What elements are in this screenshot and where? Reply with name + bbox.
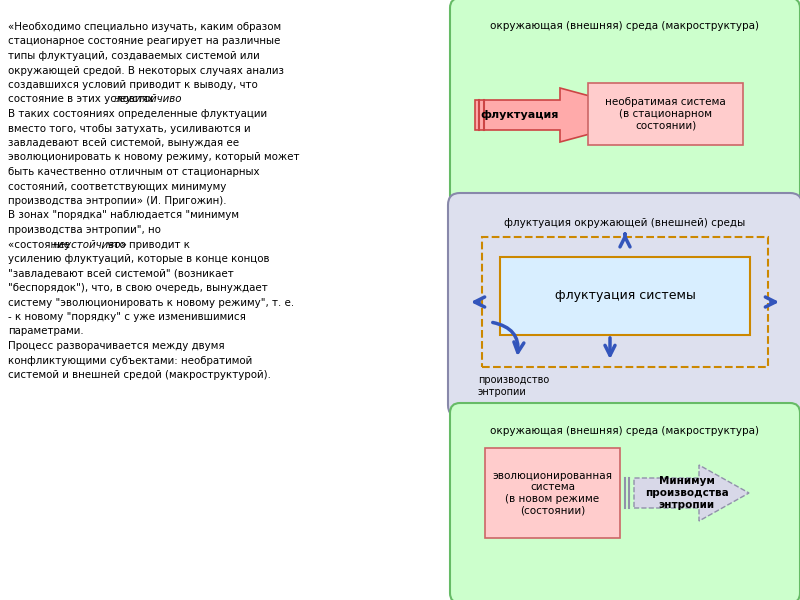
Text: флуктуация: флуктуация	[481, 110, 559, 120]
Text: флуктуация окружающей (внешней) среды: флуктуация окружающей (внешней) среды	[504, 218, 746, 228]
Text: производства энтропии", но: производства энтропии", но	[8, 225, 161, 235]
Text: систему "эволюционировать к новому режиму", т. е.: систему "эволюционировать к новому режим…	[8, 298, 294, 307]
Text: производства энтропии» (И. Пригожин).: производства энтропии» (И. Пригожин).	[8, 196, 226, 206]
Text: необратимая система
(в стационарном
состоянии): необратимая система (в стационарном сост…	[605, 97, 726, 131]
Text: неустойчиво»: неустойчиво»	[53, 239, 127, 250]
FancyBboxPatch shape	[450, 0, 800, 206]
Text: флуктуация системы: флуктуация системы	[554, 289, 695, 302]
Text: , что приводит к: , что приводит к	[101, 239, 190, 250]
Text: стационарное состояние реагирует на различные: стационарное состояние реагирует на разл…	[8, 37, 280, 46]
Text: В зонах "порядка" наблюдается "минимум: В зонах "порядка" наблюдается "минимум	[8, 211, 239, 220]
Text: «состояние: «состояние	[8, 239, 74, 250]
Text: быть качественно отличным от стационарных: быть качественно отличным от стационарны…	[8, 167, 260, 177]
Text: эволюционировать к новому режиму, который может: эволюционировать к новому режиму, которы…	[8, 152, 299, 163]
FancyBboxPatch shape	[588, 83, 743, 145]
Text: завладевают всей системой, вынуждая ее: завладевают всей системой, вынуждая ее	[8, 138, 239, 148]
Text: В таких состояниях определенные флуктуации: В таких состояниях определенные флуктуац…	[8, 109, 267, 119]
Polygon shape	[634, 465, 749, 521]
Text: .: .	[158, 94, 161, 104]
FancyBboxPatch shape	[448, 193, 800, 417]
Text: состояний, соответствующих минимуму: состояний, соответствующих минимуму	[8, 181, 226, 191]
Text: конфликтующими субъектами: необратимой: конфликтующими субъектами: необратимой	[8, 355, 252, 365]
Text: "завладевают всей системой" (возникает: "завладевают всей системой" (возникает	[8, 269, 234, 278]
Text: усилению флуктуаций, которые в конце концов: усилению флуктуаций, которые в конце кон…	[8, 254, 270, 264]
Text: "беспорядок"), что, в свою очередь, вынуждает: "беспорядок"), что, в свою очередь, выну…	[8, 283, 268, 293]
Text: состояние в этих условиях: состояние в этих условиях	[8, 94, 157, 104]
Text: окружающей средой. В некоторых случаях анализ: окружающей средой. В некоторых случаях а…	[8, 65, 284, 76]
Text: вместо того, чтобы затухать, усиливаются и: вместо того, чтобы затухать, усиливаются…	[8, 124, 250, 133]
Text: эволюционированная
система
(в новом режиме
(состоянии): эволюционированная система (в новом режи…	[493, 470, 613, 515]
Text: - к новому "порядку" с уже изменившимися: - к новому "порядку" с уже изменившимися	[8, 312, 246, 322]
FancyBboxPatch shape	[450, 403, 800, 600]
Text: создавшихся условий приводит к выводу, что: создавшихся условий приводит к выводу, ч…	[8, 80, 258, 90]
Text: «Необходимо специально изучать, каким образом: «Необходимо специально изучать, каким об…	[8, 22, 281, 32]
Text: Минимум
производства
энтропии: Минимум производства энтропии	[645, 476, 728, 509]
Text: производство
энтропии: производство энтропии	[478, 375, 550, 397]
Text: неустойчиво: неустойчиво	[114, 94, 182, 104]
Polygon shape	[475, 88, 660, 142]
Text: окружающая (внешняя) среда (макроструктура): окружающая (внешняя) среда (макрострукту…	[490, 426, 759, 436]
Text: системой и внешней средой (макроструктурой).: системой и внешней средой (макроструктур…	[8, 370, 271, 380]
FancyBboxPatch shape	[500, 257, 750, 335]
FancyBboxPatch shape	[485, 448, 620, 538]
Text: параметрами.: параметрами.	[8, 326, 84, 337]
Text: типы флуктуаций, создаваемых системой или: типы флуктуаций, создаваемых системой ил…	[8, 51, 260, 61]
Text: Процесс разворачивается между двумя: Процесс разворачивается между двумя	[8, 341, 225, 351]
Text: окружающая (внешняя) среда (макроструктура): окружающая (внешняя) среда (макрострукту…	[490, 21, 759, 31]
